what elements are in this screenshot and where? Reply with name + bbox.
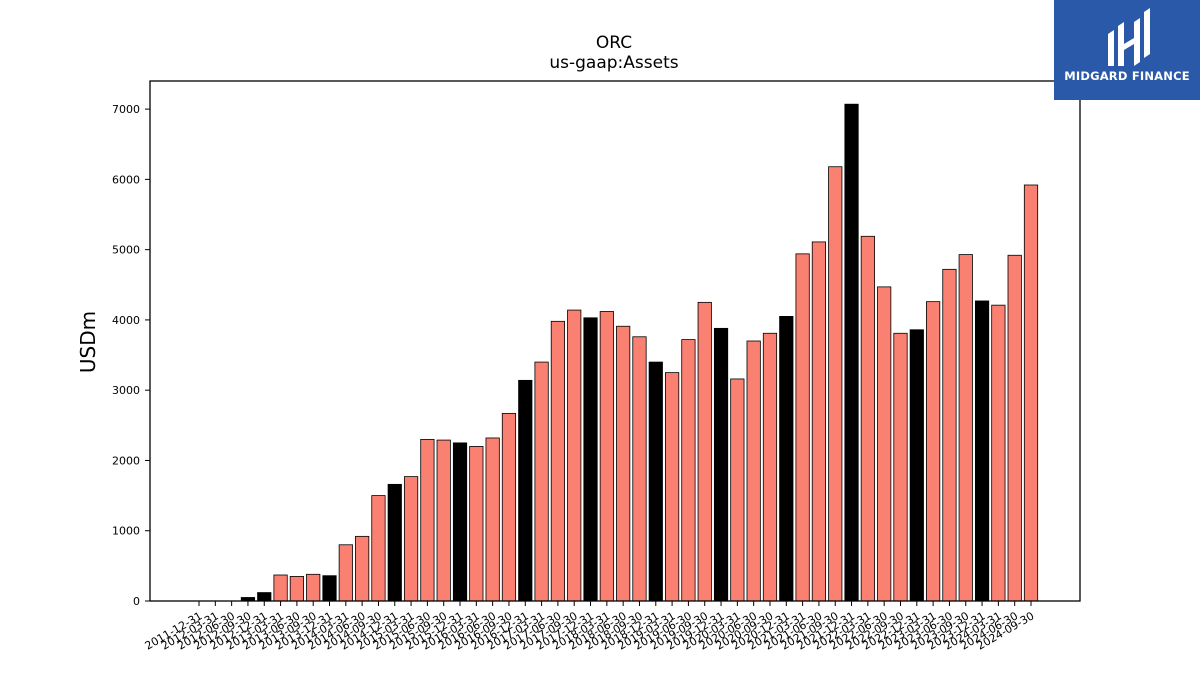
bar-2023-12-31 xyxy=(974,300,990,602)
y-tick-label: 3000 xyxy=(112,384,140,397)
bar-2015-09-30 xyxy=(436,439,451,602)
bar-2016-03-31 xyxy=(469,446,484,602)
bar-2015-06-30 xyxy=(420,438,435,602)
bar-2014-03-31 xyxy=(338,544,353,602)
chart-subtitle: us-gaap:Assets xyxy=(549,53,678,73)
bar-2016-06-30 xyxy=(485,437,500,602)
y-axis-ticks: 0 1000 2000 3000 4000 5000 6000 7000 xyxy=(112,103,150,608)
y-tick-label: 2000 xyxy=(112,454,140,467)
bar-2018-12-31 xyxy=(648,361,663,602)
bar-2023-06-30 xyxy=(942,268,957,602)
bar-2023-03-31 xyxy=(926,301,941,602)
bars-group xyxy=(240,103,1039,602)
bar-2022-03-31 xyxy=(860,235,875,602)
bar-2021-06-30 xyxy=(811,241,827,602)
bar-2014-09-30 xyxy=(371,495,386,602)
bar-2016-12-31 xyxy=(518,379,533,602)
bar-2014-06-30 xyxy=(355,535,370,602)
bar-2024-06-30 xyxy=(1007,254,1022,602)
midgard-logo-icon xyxy=(1108,8,1150,66)
y-tick-label: 0 xyxy=(133,595,140,608)
y-tick-label: 4000 xyxy=(112,314,140,327)
bar-2013-06-30 xyxy=(289,576,304,602)
bar-2020-12-31 xyxy=(779,316,794,602)
bar-2019-06-30 xyxy=(681,339,696,602)
bar-2021-03-31 xyxy=(795,253,810,602)
bar-2024-09-30 xyxy=(1023,184,1039,602)
x-axis-ticks: 2011-12-312012-03-312012-06-302012-09-30… xyxy=(143,601,1037,653)
bar-2013-03-31 xyxy=(273,574,288,602)
bar-2012-12-31 xyxy=(257,592,272,602)
y-axis-label: USDm xyxy=(76,311,100,373)
y-tick-label: 1000 xyxy=(112,525,140,538)
brand-name: MIDGARD FINANCE xyxy=(1064,69,1190,83)
bar-2017-03-31 xyxy=(534,361,549,602)
bar-2019-12-31 xyxy=(713,327,729,602)
bar-2018-09-30 xyxy=(632,336,647,602)
bar-2021-09-30 xyxy=(828,166,843,602)
bar-2016-09-30 xyxy=(501,412,517,602)
bar-2015-12-31 xyxy=(452,442,468,602)
bar-2013-12-31 xyxy=(322,575,337,602)
bar-2024-03-31 xyxy=(991,304,1006,602)
brand-logo: MIDGARD FINANCE xyxy=(1054,0,1200,100)
y-tick-label: 7000 xyxy=(112,103,140,116)
bar-2022-12-31 xyxy=(909,329,924,602)
bar-2020-09-30 xyxy=(762,332,778,602)
bar-2020-06-30 xyxy=(746,340,761,602)
bar-2022-06-30 xyxy=(877,286,892,602)
bar-2018-03-31 xyxy=(599,311,614,602)
bar-2020-03-31 xyxy=(730,378,745,602)
bar-2018-06-30 xyxy=(616,325,631,602)
bar-2017-06-30 xyxy=(550,320,565,602)
bar-2021-12-31 xyxy=(844,103,859,602)
bar-2023-09-30 xyxy=(958,254,973,602)
y-tick-label: 5000 xyxy=(112,244,140,257)
y-tick-label: 6000 xyxy=(112,173,140,186)
chart-title: ORC xyxy=(596,33,632,53)
bar-2017-09-30 xyxy=(567,309,582,602)
bar-2015-03-31 xyxy=(403,476,419,602)
bar-2019-03-31 xyxy=(665,372,680,602)
bar-2019-09-30 xyxy=(697,301,712,602)
bar-2013-09-30 xyxy=(306,573,321,602)
bar-2017-12-31 xyxy=(583,317,598,602)
plot-frame xyxy=(149,80,1081,602)
bar-2022-09-30 xyxy=(893,332,908,602)
bar-2014-12-31 xyxy=(387,483,402,602)
